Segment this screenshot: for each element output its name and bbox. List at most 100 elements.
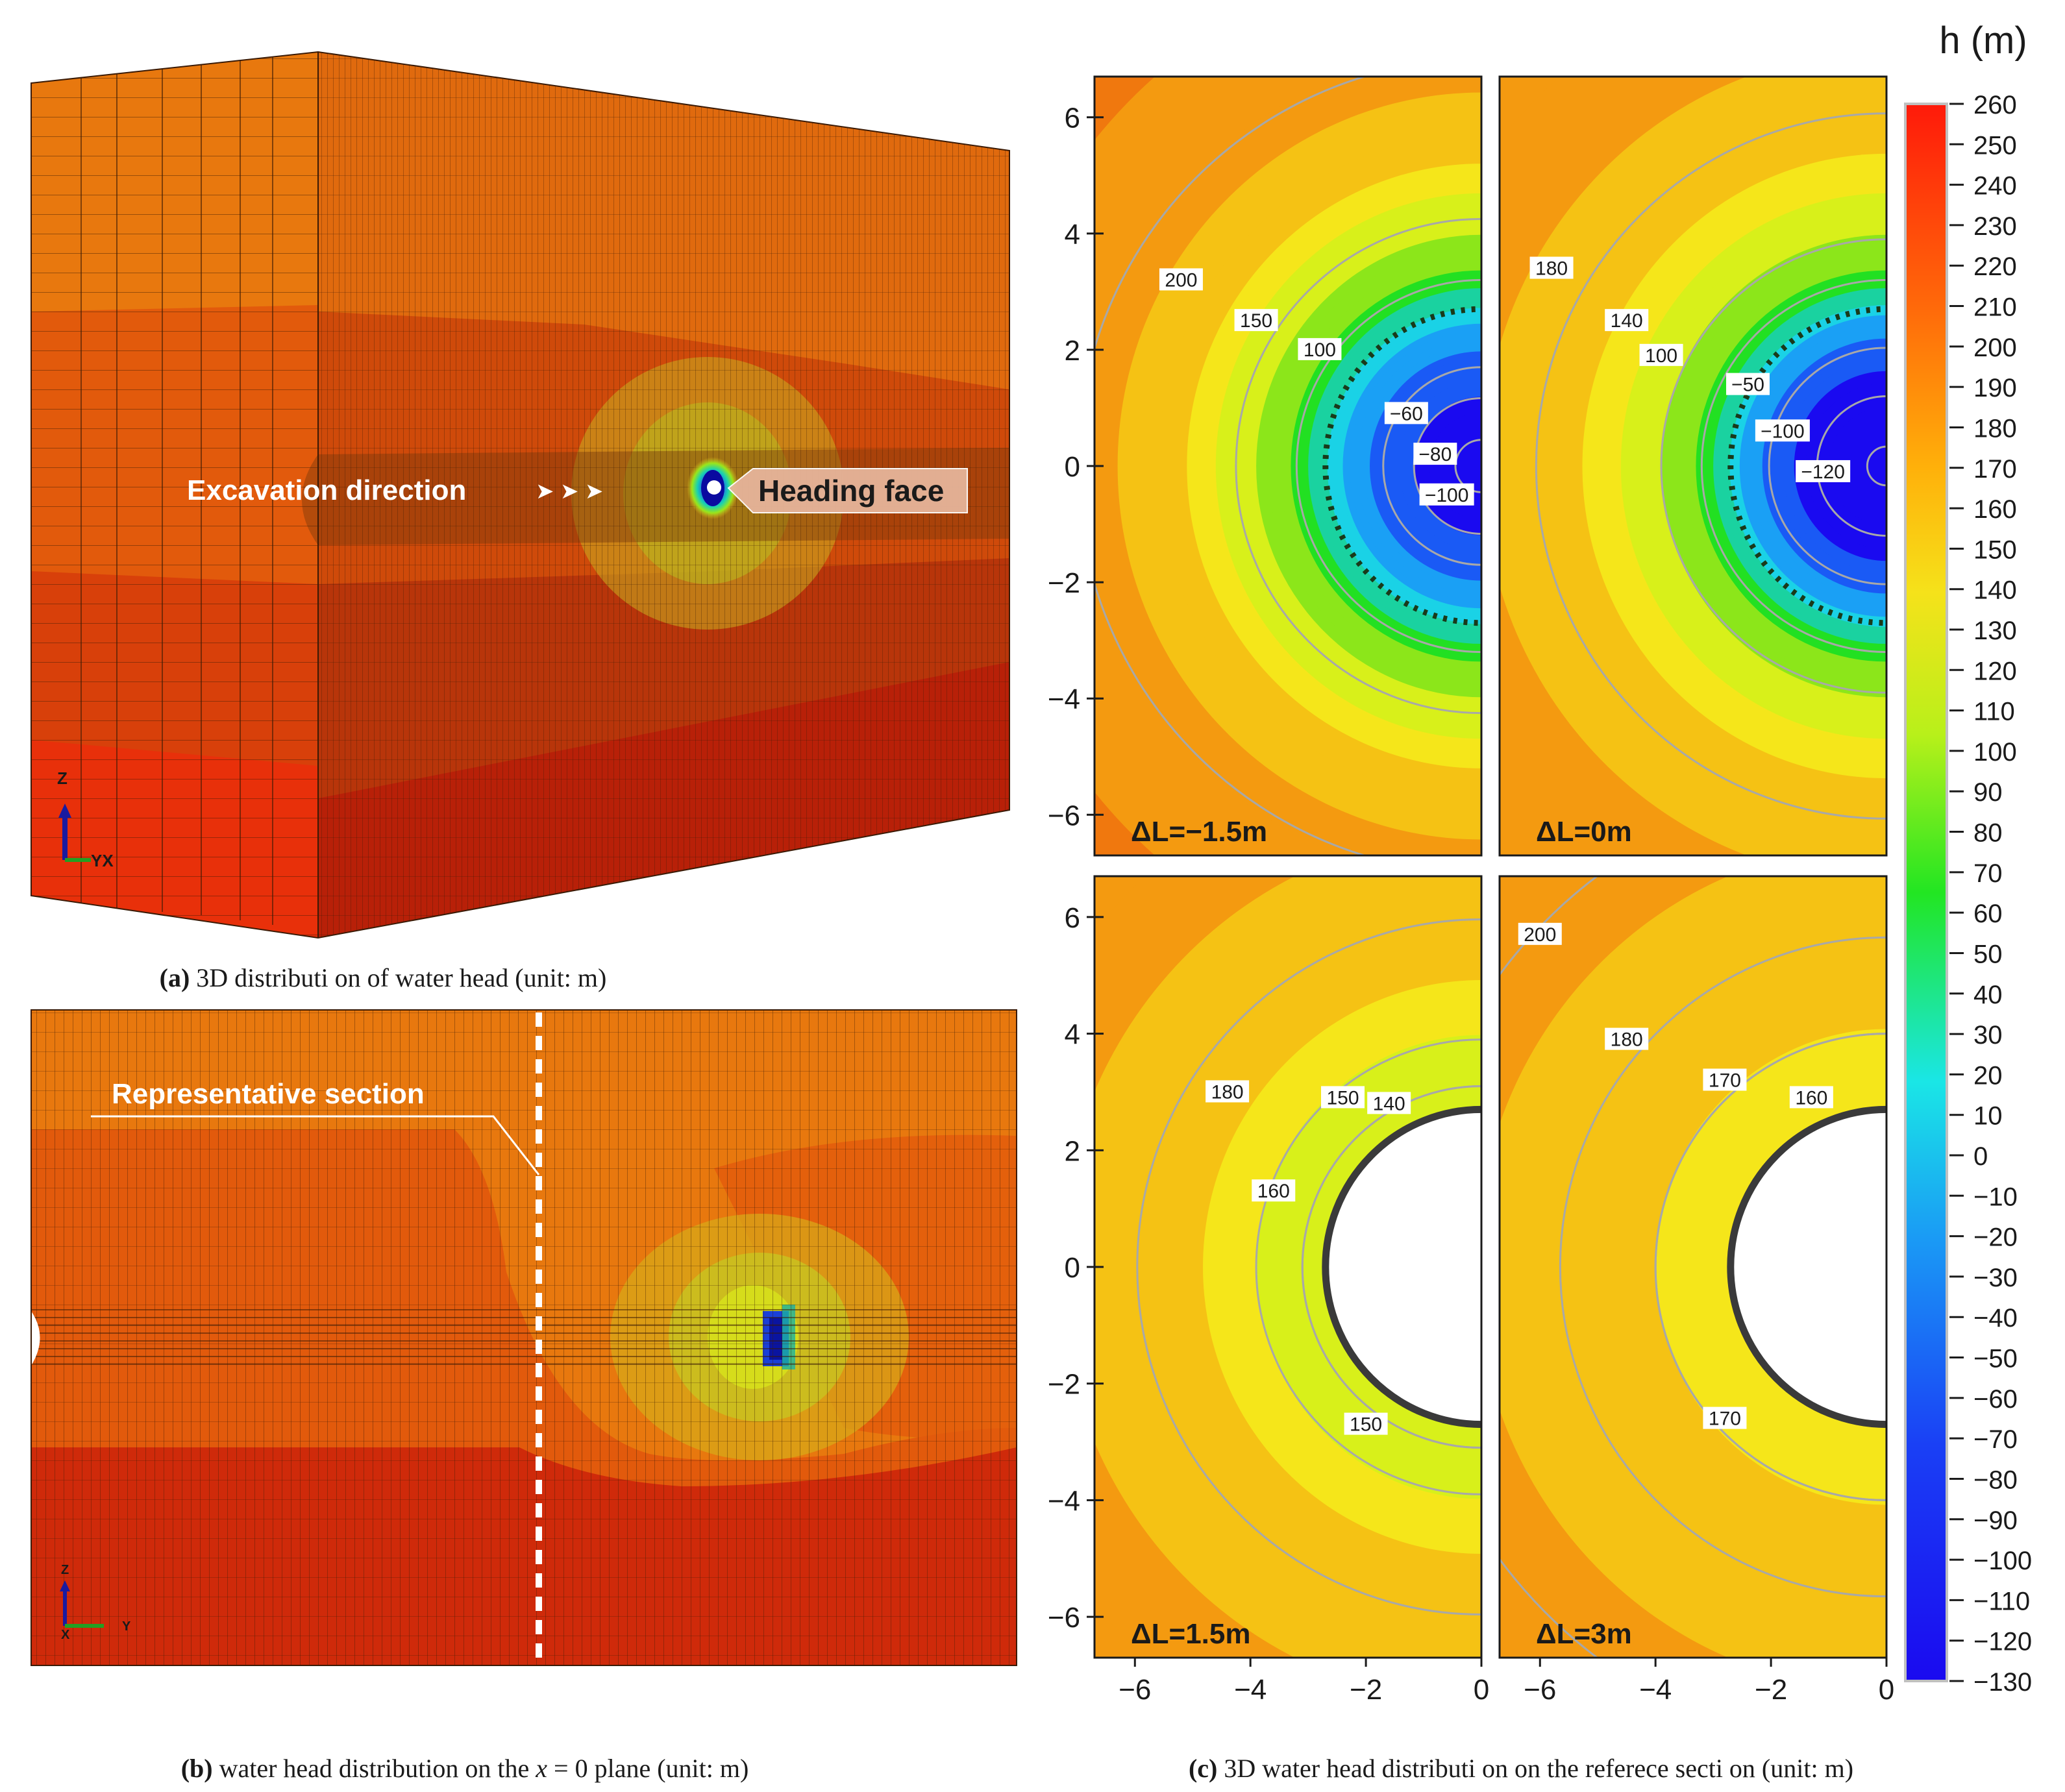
contour-label-bg (1384, 402, 1428, 424)
contour-line--80 (1413, 397, 1481, 535)
colorbar-tick-label: 160 (1973, 495, 2017, 524)
x-tick-label: −4 (1234, 1674, 1267, 1706)
contour-panel-4: 200 180 170 160 170 ΔL=3m −6 −4 −2 0 (1498, 875, 1894, 1706)
contour-label: 170 (1709, 1070, 1741, 1091)
panel-title: ΔL=1.5m (1131, 1618, 1251, 1650)
colorbar-tick-label: −40 (1973, 1304, 2018, 1332)
colorbar-tick-label: 180 (1973, 414, 2017, 443)
colorbar-tick-label: 250 (1973, 131, 2017, 160)
contour-label-bg (1755, 419, 1810, 442)
panel-title: ΔL=0m (1536, 816, 1632, 848)
contour-label-bg (1529, 256, 1574, 279)
colorbar-tick-label: −30 (1973, 1264, 2018, 1292)
colorbar-tick-label: 10 (1973, 1102, 2003, 1131)
caption-a-text: 3D distributi on of water head (unit: m) (190, 963, 606, 992)
contour-label-bg (1298, 338, 1342, 360)
y-tick-label: −2 (1048, 1369, 1080, 1401)
contour-label-bg (1234, 309, 1278, 332)
colorbar-title: h (m) (1939, 19, 2027, 62)
colorbar-tick-label: −60 (1973, 1385, 2018, 1414)
contour-label: 180 (1611, 1029, 1643, 1051)
colorbar-tick-label: −50 (1973, 1345, 2018, 1373)
panel-b-section-plane: Representative section Z X Y (31, 1009, 1017, 1666)
caption-b-text2: = 0 plane (unit: m) (547, 1754, 748, 1783)
x-tick-label: −2 (1755, 1674, 1787, 1706)
contour-label-bg (1605, 309, 1649, 332)
tunnel-boundary (1322, 306, 1481, 626)
y-tick-label: 2 (1065, 335, 1080, 367)
axis-z-label-a: Z (57, 768, 68, 788)
y-tick-label: −2 (1048, 567, 1080, 599)
contour-line-140 (1660, 238, 1886, 694)
contour-label: 150 (1350, 1414, 1382, 1436)
contour-label: 180 (1211, 1081, 1244, 1103)
y-tick-label: 4 (1065, 219, 1080, 251)
heading-face-label: Heading face (758, 474, 944, 508)
contour-label-bg (1639, 343, 1683, 366)
contour-label: −80 (1418, 444, 1452, 465)
y-tick-label: −6 (1048, 1602, 1080, 1634)
contour-label: −60 (1390, 403, 1423, 424)
x-tick-label: −6 (1119, 1674, 1151, 1706)
contour-label-bg (1419, 483, 1474, 506)
contour-label: 100 (1304, 339, 1336, 361)
x-tick-label: −6 (1524, 1674, 1556, 1706)
contour-label: 200 (1524, 924, 1556, 946)
contour-field-2 (1500, 77, 1886, 855)
contour-label-bg (1344, 1412, 1388, 1435)
contour-label-bg (1206, 1080, 1250, 1103)
colorbar-tick-label: 110 (1973, 698, 2015, 726)
caption-b-text: water head distribution on the (213, 1754, 536, 1783)
contour-label-bg (1796, 460, 1851, 482)
contour-label-bg (1703, 1068, 1747, 1091)
excavation-direction-label: Excavation direction (187, 474, 466, 506)
colorbar-ticks: 2602502402302202102001901801701601501401… (1949, 91, 2032, 1697)
contour-label-bg (1789, 1086, 1833, 1109)
y-tick-label: 0 (1065, 1252, 1080, 1284)
x-tick-label: 0 (1474, 1674, 1489, 1706)
heading-face-dot (707, 480, 721, 495)
colorbar-tick-label: −120 (1973, 1628, 2032, 1656)
colorbar-tick-label: 190 (1973, 374, 2017, 402)
panel-frame (1498, 75, 1888, 857)
y-tick-label: −6 (1048, 800, 1080, 831)
colorbar-tick-label: 30 (1973, 1021, 2003, 1049)
contour-line-180 (1136, 918, 1481, 1615)
panel-a-3d-model: Excavation direction ➤ ➤ ➤ Heading face … (31, 51, 1010, 939)
contour-line-180 (1559, 936, 1886, 1598)
y-tick-label: 4 (1065, 1019, 1080, 1051)
y-tick-label: −4 (1048, 683, 1080, 715)
colorbar-tick-label: 230 (1973, 212, 2017, 241)
tunnel-opening (1322, 1105, 1481, 1429)
contour-line-180 (1535, 112, 1886, 820)
panel-title: ΔL=−1.5m (1131, 816, 1267, 848)
colorbar-tick-label: 50 (1973, 940, 2003, 968)
y-tick-label: 0 (1065, 451, 1080, 483)
colorbar-tick-label: −80 (1973, 1466, 2018, 1494)
colorbar-tick-label: 80 (1973, 819, 2003, 848)
contour-label-bg (1367, 1092, 1411, 1114)
band--100 (1455, 439, 1481, 493)
contour-label: −120 (1801, 461, 1845, 483)
y-tick-label: 6 (1065, 103, 1080, 134)
x-tick-label: 0 (1879, 1674, 1894, 1706)
contour-label: −100 (1761, 421, 1805, 442)
contour-label: 160 (1795, 1087, 1827, 1109)
caption-b: (b) water head distribution on the x = 0… (181, 1754, 749, 1783)
contour-panel-1: 200 150 100 −60 −80 −100 ΔL=−1.5m 6 4 2 0 −2 −4 −6 (1048, 75, 1483, 857)
axis-triad-a: Z YX (57, 768, 114, 870)
excavation-arrows: ➤ ➤ ➤ (536, 479, 603, 504)
colorbar-tick-label: 40 (1973, 981, 2003, 1009)
contour-line-170 (1654, 1033, 1886, 1501)
caption-b-label: (b) (181, 1754, 213, 1783)
heading-face-callout (727, 468, 968, 513)
colorbar-tick-label: −10 (1973, 1183, 2018, 1211)
x-tick-label: −4 (1639, 1674, 1672, 1706)
contour-label: 180 (1535, 258, 1568, 280)
axis-yx-label-a: YX (91, 851, 114, 870)
colorbar-tick-label: −70 (1973, 1425, 2018, 1454)
colorbar-tick-label: 220 (1973, 252, 2017, 281)
band--120 (1867, 446, 1886, 486)
